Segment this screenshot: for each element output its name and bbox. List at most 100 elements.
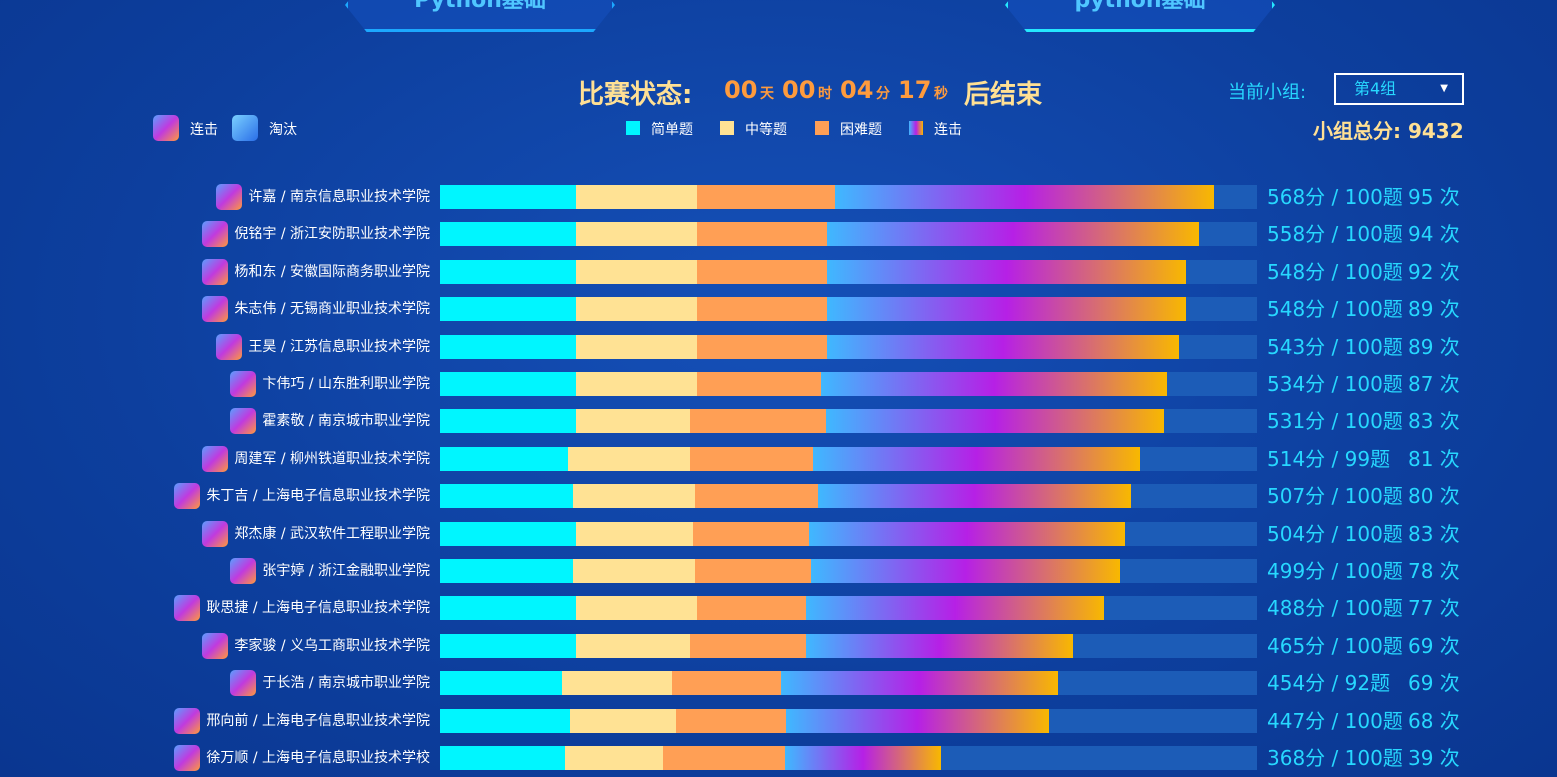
bar-segment (690, 409, 826, 434)
bar-segment (809, 521, 1126, 546)
bar-segment (440, 259, 576, 284)
count-label: 87 次 (1408, 372, 1460, 396)
bar-track (440, 708, 1257, 733)
minutes: 04 (840, 76, 874, 104)
status-label: 比赛状态: (578, 80, 693, 110)
score-label: 499分 / 100题 (1267, 559, 1403, 583)
score-label: 514分 / 99题 (1267, 446, 1391, 471)
player-name: 李家骏 / 义乌工商职业技术学院 (234, 637, 430, 654)
bar-segment (440, 596, 576, 621)
streak-icon (230, 371, 257, 397)
streak-icon (174, 745, 201, 771)
count-label: 92 次 (1408, 259, 1460, 284)
streak-icon (202, 445, 229, 472)
streak-icon (202, 520, 229, 547)
bar-segment (561, 671, 672, 696)
bar-segment (806, 596, 1105, 621)
count-label: 69 次 (1408, 671, 1460, 696)
minutes-unit: 分 (876, 86, 890, 102)
streak-icon (202, 258, 229, 285)
count-label: 39 次 (1408, 746, 1460, 770)
count-label: 77 次 (1408, 596, 1460, 621)
tab[interactable]: Python基础 (345, 0, 615, 32)
bar-segment (697, 596, 806, 621)
score-label: 548分 / 100题 (1267, 259, 1403, 284)
bar-segment (575, 521, 694, 546)
icon-legend: 连击 (190, 122, 218, 138)
bar-segment (697, 259, 828, 284)
player-name: 霍素敬 / 南京城市职业学院 (262, 413, 430, 430)
streak-icon (174, 707, 201, 734)
bar-track (440, 185, 1257, 209)
bar-track (440, 559, 1257, 583)
bar-segment (440, 372, 576, 396)
score-label: 543分 / 100题 (1267, 334, 1403, 359)
score-label: 507分 / 100题 (1267, 484, 1403, 509)
bar-segment (440, 746, 565, 770)
player-name: 耿思捷 / 上海电子信息职业技术学院 (206, 600, 430, 617)
bar-segment (780, 671, 1058, 696)
score-label: 488分 / 100题 (1267, 596, 1403, 621)
bar-track (440, 446, 1257, 471)
streak-icon (202, 296, 229, 323)
bar-segment (575, 222, 698, 247)
group-option: 第4组 (1354, 79, 1397, 98)
player-name: 邢向前 / 上海电子信息职业技术学院 (206, 712, 430, 729)
player-name: 周建军 / 柳州铁道职业技术学院 (234, 450, 430, 467)
seconds: 17 (898, 76, 932, 104)
score-label: 368分 / 100题 (1267, 746, 1403, 770)
bar-segment (565, 746, 664, 770)
count-label: 83 次 (1408, 409, 1460, 434)
player-name: 徐万顺 / 上海电子信息职业技术学校 (206, 750, 430, 766)
score-label: 504分 / 100题 (1267, 521, 1403, 546)
bar-segment (569, 708, 677, 733)
bar-segment (676, 708, 786, 733)
bar-track (440, 334, 1257, 359)
bar-track (440, 671, 1257, 696)
bar-segment (690, 446, 814, 471)
bar-segment (575, 596, 698, 621)
count-label: 89 次 (1408, 297, 1460, 322)
bar-segment (568, 446, 690, 471)
streak-icon (230, 670, 257, 697)
eliminate-icon (232, 115, 258, 141)
bar-segment (575, 633, 690, 658)
bar-segment (575, 372, 698, 396)
count-label: 95 次 (1408, 185, 1460, 209)
bar-segment (827, 222, 1199, 247)
bar-segment (697, 334, 828, 359)
player-name: 朱丁吉 / 上海电子信息职业技术学院 (206, 488, 430, 505)
legend-swatch (815, 121, 829, 135)
player-name: 于长浩 / 南京城市职业学院 (262, 675, 430, 692)
bar-segment (575, 185, 698, 209)
bar-segment (690, 633, 806, 658)
bar-segment (440, 185, 576, 209)
bar-segment (694, 559, 811, 583)
bar-track (440, 484, 1257, 509)
bar-segment (440, 708, 570, 733)
tab[interactable]: python基础 (1005, 0, 1275, 32)
bar-segment (810, 559, 1120, 583)
count-label: 89 次 (1408, 334, 1460, 359)
days: 00 (724, 76, 758, 104)
bar-segment (575, 409, 690, 434)
score-label: 465分 / 100题 (1267, 633, 1403, 658)
legend-label: 困难题 (840, 122, 882, 138)
bar-segment (697, 222, 828, 247)
bar-track (440, 297, 1257, 322)
bar-segment (693, 521, 810, 546)
seconds-unit: 秒 (934, 86, 948, 102)
player-name: 张宇婷 / 浙江金融职业学院 (262, 563, 430, 579)
count-label: 83 次 (1408, 521, 1460, 546)
hours: 00 (782, 76, 816, 104)
bar-segment (784, 746, 941, 770)
bar-track (440, 746, 1257, 770)
score-label: 558分 / 100题 (1267, 222, 1403, 247)
player-name: 王昊 / 江苏信息职业技术学院 (248, 338, 430, 355)
count-label: 94 次 (1408, 222, 1460, 247)
group-select[interactable]: 第4组 ▼ (1334, 73, 1464, 105)
count-label: 78 次 (1408, 559, 1460, 583)
streak-icon (216, 184, 243, 210)
bar-segment (818, 484, 1132, 509)
player-name: 郑杰康 / 武汉软件工程职业学院 (234, 525, 430, 542)
